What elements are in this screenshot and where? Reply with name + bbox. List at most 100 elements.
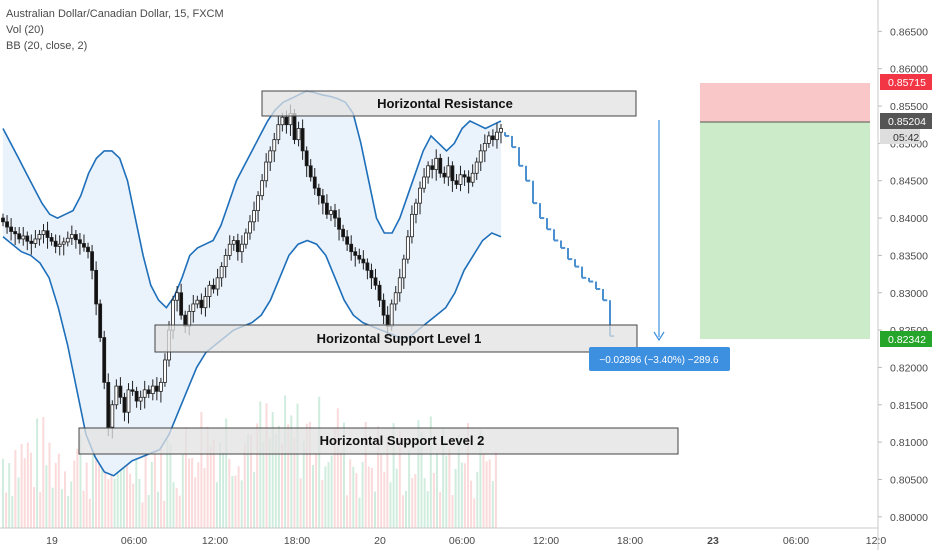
bull-candle — [65, 237, 70, 243]
volume-bar — [163, 500, 166, 528]
volume-bar — [436, 452, 438, 528]
bear-candle — [235, 240, 240, 253]
volume-bar — [70, 481, 73, 528]
bull-candle — [33, 238, 38, 244]
bear-candle — [333, 210, 337, 219]
volume-bar — [265, 403, 268, 528]
bull-candle — [405, 236, 410, 260]
bear-candle — [454, 180, 459, 185]
bollinger-indicator-label[interactable]: BB (20, close, 2) — [6, 40, 88, 52]
bear-candle — [361, 258, 366, 264]
volume-bar — [2, 458, 4, 528]
volume-bar — [290, 415, 293, 528]
bear-candle — [369, 269, 374, 279]
resistance-zone[interactable]: Horizontal Resistance — [261, 90, 637, 117]
time-tick-label: 18:00 — [284, 535, 310, 547]
volume-bar — [11, 495, 14, 528]
price-axis[interactable]: 0.800000.805000.810000.815000.820000.825… — [877, 0, 928, 550]
volume-bar — [364, 421, 367, 528]
bull-candle — [329, 210, 333, 215]
bear-candle — [17, 233, 22, 240]
bull-candle — [248, 221, 252, 234]
volume-bar — [215, 482, 218, 528]
bull-candle — [446, 165, 451, 178]
volume-bar — [470, 480, 473, 528]
bear-candle — [284, 116, 289, 126]
symbol-title[interactable]: Australian Dollar/Canadian Dollar, 15, F… — [6, 8, 224, 20]
measure-tool[interactable]: −0.02896 (−3.40%) −289.6 — [589, 120, 730, 371]
bear-candle — [106, 381, 111, 428]
bear-candle — [430, 165, 435, 170]
bear-candle — [118, 385, 123, 398]
bull-candle — [21, 235, 26, 240]
support-zone-1[interactable]: Horizontal Support Level 1 — [154, 324, 638, 353]
volume-bar — [259, 401, 262, 528]
volume-bar — [460, 462, 463, 528]
risk-reward-zones[interactable] — [700, 83, 870, 339]
volume-bar — [91, 441, 94, 528]
bear-candle — [349, 243, 354, 253]
bear-candle — [49, 237, 54, 242]
bear-candle — [78, 239, 82, 244]
volume-bar — [327, 462, 330, 528]
bollinger-upper-line — [2, 90, 502, 309]
target-price-tag: 0.82342 — [880, 331, 932, 347]
time-tick-label: 18:00 — [617, 535, 643, 547]
volume-bar — [454, 469, 457, 528]
volume-bar — [312, 464, 314, 528]
price-tick-label: 0.81000 — [890, 437, 928, 449]
bear-candle — [94, 269, 99, 305]
bull-candle — [215, 277, 220, 290]
volume-bar — [166, 439, 169, 528]
volume-indicator-label[interactable]: Vol (20) — [6, 24, 44, 36]
bull-candle — [272, 139, 277, 152]
bull-candle — [260, 180, 265, 197]
volume-bar — [153, 450, 156, 528]
time-tick-label: 06:00 — [783, 535, 809, 547]
bear-candle — [211, 284, 216, 290]
bear-candle — [122, 396, 127, 413]
countdown-text: 05:42 — [893, 132, 919, 144]
bear-candle — [154, 385, 159, 392]
volume-bar — [439, 491, 442, 528]
bear-candle — [199, 299, 204, 309]
stop-price-tag: 0.85715 — [880, 74, 932, 90]
volume-bar — [132, 483, 135, 528]
bear-candle — [365, 262, 370, 271]
bear-candle — [25, 235, 30, 242]
bull-candle — [231, 240, 236, 245]
take-profit-zone[interactable] — [700, 122, 870, 339]
bull-candle — [150, 385, 155, 394]
volume-bar — [116, 425, 119, 528]
volume-bar — [150, 461, 153, 528]
volume-bar — [318, 396, 321, 528]
volume-bar — [181, 454, 184, 528]
time-axis[interactable]: 19 06:00 12:00 18:00 20 06:00 12:00 18:00 23 06:0… — [0, 527, 886, 547]
bear-candle — [1, 217, 5, 223]
volume-bar — [299, 478, 302, 528]
volume-bar — [122, 435, 125, 528]
volume-bar — [287, 424, 290, 528]
volume-bar — [488, 459, 491, 528]
volume-bar — [188, 458, 190, 528]
volume-bar — [482, 454, 485, 528]
volume-bar — [374, 491, 376, 528]
bear-candle — [450, 165, 455, 182]
volume-bar — [274, 433, 277, 528]
volume-bar — [476, 471, 479, 528]
volume-bar — [302, 440, 305, 528]
volume-bar — [175, 487, 178, 528]
price-tick-label: 0.81500 — [890, 400, 928, 412]
volume-bar — [370, 467, 373, 528]
volume-bar — [178, 495, 181, 528]
bear-candle — [304, 150, 309, 167]
bull-candle — [252, 210, 256, 223]
time-tick-label: 12:00 — [202, 535, 228, 547]
support-zone-2[interactable]: Horizontal Support Level 2 — [78, 427, 679, 455]
bull-candle — [37, 234, 42, 240]
stop-loss-zone[interactable] — [700, 83, 870, 122]
bull-candle — [195, 299, 200, 305]
bull-candle — [239, 243, 244, 253]
